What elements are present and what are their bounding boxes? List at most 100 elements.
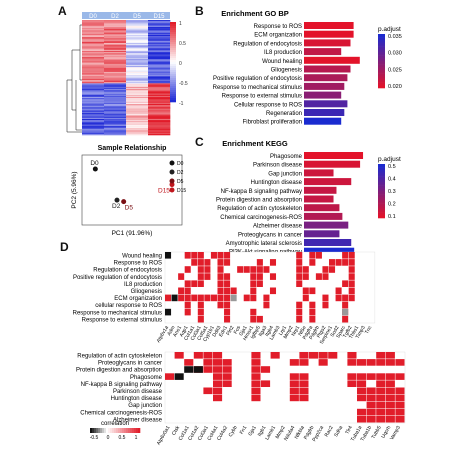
kegg-heatmap-cell (213, 373, 223, 380)
heatmap-cell (82, 49, 105, 52)
kegg-heatmap-cell (213, 352, 223, 359)
kegg-heatmap-cell (203, 359, 213, 366)
heatmap-cell (82, 89, 105, 91)
heatmap-cell (82, 66, 105, 68)
heatmap-column-label: D0 (89, 14, 97, 20)
go-heatmap-cell (217, 301, 224, 309)
heatmap-cell (148, 93, 171, 96)
kegg-heatmap-cell (299, 352, 309, 359)
heatmap-cell (126, 79, 149, 82)
heatmap-cell (126, 128, 149, 130)
heatmap-cell (82, 77, 105, 79)
heatmap-cell (104, 84, 127, 86)
heatmap-cell (148, 21, 171, 23)
enrichment-legend-swatch (378, 82, 385, 85)
kegg-heatmap-cell (385, 387, 395, 395)
heatmap-cell (82, 41, 105, 44)
heatmap-cell (126, 131, 149, 133)
heatmap-cell (148, 47, 171, 50)
heatmap-cell (104, 38, 127, 40)
heatmap-cell (148, 53, 171, 55)
enrichment-legend-swatch (378, 73, 385, 76)
heatmap-legend-swatch (170, 56, 176, 59)
go-gene-column-label: Ddit3 (211, 325, 222, 338)
go-heatmap-cell (342, 280, 349, 287)
heatmap-legend-swatch (170, 62, 176, 65)
heatmap-cell (126, 31, 149, 33)
heatmap-cell (148, 101, 171, 104)
heatmap-cell (104, 105, 127, 107)
go-heatmap-cell (184, 266, 191, 273)
heatmap-cell (126, 109, 149, 112)
heatmap-cell (148, 46, 171, 48)
kegg-heatmap-cell (261, 366, 271, 373)
enrichment-legend-swatch (378, 205, 385, 208)
enrichment-legend-swatch (378, 68, 385, 71)
heatmap-cell (82, 103, 105, 106)
heatmap-cell (126, 54, 149, 56)
enrichment-legend-swatch (378, 214, 385, 217)
go-heatmap-cell (329, 266, 336, 273)
enrichment-bar (304, 221, 349, 229)
heatmap-cell (104, 125, 127, 128)
pca-legend-label: D0 (177, 161, 184, 167)
kegg-heatmap-cell (376, 359, 386, 366)
heatmap-cell (126, 124, 149, 127)
heatmap-cell (82, 22, 105, 24)
enrichment-bar (304, 195, 334, 203)
enrichment-term-label: Huntington disease (251, 180, 303, 186)
heatmap-cell (148, 59, 171, 61)
heatmap-legend-swatch (170, 78, 176, 81)
enrichment-legend-swatch (378, 174, 385, 177)
go-heatmap-cell (309, 301, 316, 309)
heatmap-cell (104, 72, 127, 75)
enrichment-legend-swatch (378, 44, 385, 47)
heatmap-cell (126, 30, 149, 32)
heatmap-cell (148, 72, 171, 75)
heatmap-cell (126, 62, 149, 64)
heatmap-cell (104, 112, 127, 114)
correlation-legend-swatch (118, 428, 121, 433)
heatmap-cell (82, 92, 105, 94)
heatmap-cell (82, 25, 105, 28)
heatmap-cell (104, 118, 127, 121)
heatmap-cell (126, 93, 149, 96)
go-heatmap-cell (309, 287, 316, 295)
heatmap-cell (148, 87, 171, 90)
heatmap-cell (82, 36, 105, 38)
heatmap-cell (148, 114, 171, 116)
heatmap-cell (148, 49, 171, 52)
heatmap-cell (104, 97, 127, 99)
heatmap-cell (104, 21, 127, 23)
heatmap-cell (82, 132, 105, 135)
enrichment-legend-swatch (378, 194, 385, 197)
enrichment-legend-swatch (378, 209, 385, 212)
heatmap-cell (82, 105, 105, 107)
heatmap-cell (104, 98, 127, 100)
go-heatmap-cell (322, 301, 329, 309)
heatmap-cell (126, 120, 149, 122)
enrichment-legend-swatch (378, 201, 385, 204)
go-heatmap-cell (256, 315, 263, 323)
go-gene-column-label: Lrp1 (278, 325, 288, 337)
heatmap-cell (104, 86, 127, 89)
enrichment-term-label: ECM organization (254, 33, 302, 39)
kegg-heatmap-cell (299, 394, 309, 402)
enrichment-legend-title: p.adjust (378, 26, 401, 33)
go-heatmap-cell (204, 266, 211, 273)
heatmap-cell (126, 83, 149, 85)
heatmap-cell (126, 21, 149, 23)
heatmap-cell (126, 26, 149, 29)
heatmap-cell (126, 77, 149, 79)
go-heatmap-cell (165, 294, 172, 302)
heatmap-cell (82, 55, 105, 58)
kegg-heatmap-cell (366, 408, 376, 416)
enrichment-legend-swatch (378, 178, 385, 181)
heatmap-cell (82, 63, 105, 66)
heatmap-cell (104, 126, 127, 129)
heatmap-cell (126, 121, 149, 123)
heatmap-cell (126, 76, 149, 78)
go-heatmap-cell (224, 301, 231, 309)
heatmap-cell (148, 103, 171, 106)
go-heatmap-cell (197, 315, 204, 323)
